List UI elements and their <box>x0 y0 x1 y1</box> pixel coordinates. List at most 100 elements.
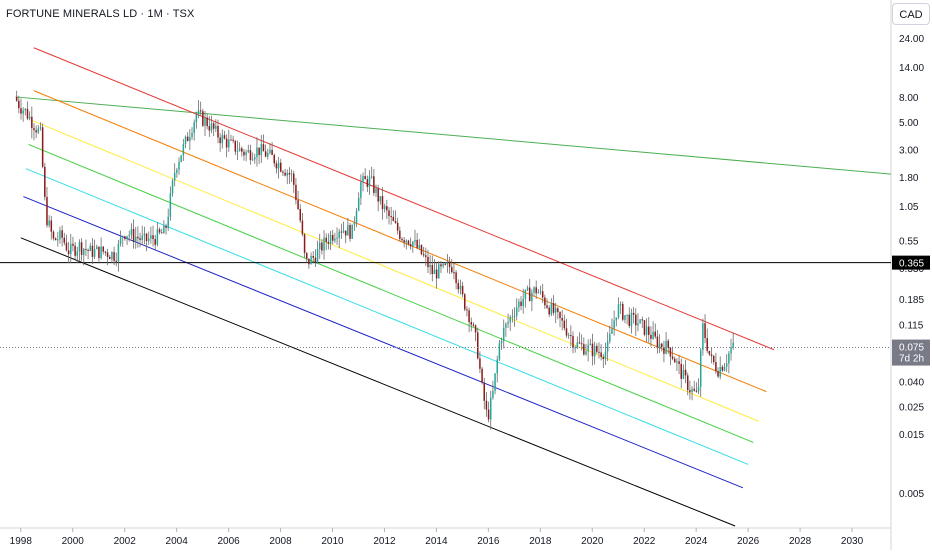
candle-body[interactable] <box>113 252 115 261</box>
candle-body[interactable] <box>63 237 66 243</box>
candle-body[interactable] <box>334 238 336 241</box>
candle-body[interactable] <box>31 116 33 129</box>
candle-body[interactable] <box>676 361 678 363</box>
candle-body[interactable] <box>409 244 412 247</box>
candle-body[interactable] <box>686 375 689 391</box>
candle-body[interactable] <box>102 246 105 252</box>
candle-body[interactable] <box>353 222 356 225</box>
candle-body[interactable] <box>15 96 18 101</box>
candle-body[interactable] <box>725 363 728 367</box>
candle-body[interactable] <box>557 308 559 312</box>
candle-body[interactable] <box>145 233 148 241</box>
candle-body[interactable] <box>416 239 418 248</box>
candle-body[interactable] <box>650 334 652 339</box>
candle-body[interactable] <box>481 368 483 383</box>
candle-body[interactable] <box>325 237 327 242</box>
candle-body[interactable] <box>561 317 563 321</box>
candle-body[interactable] <box>156 229 159 245</box>
candle-body[interactable] <box>412 241 414 247</box>
candle-body[interactable] <box>632 312 635 315</box>
candle-body[interactable] <box>489 397 492 420</box>
candle-body[interactable] <box>386 206 388 211</box>
candle-body[interactable] <box>355 210 358 223</box>
candle-body[interactable] <box>234 140 237 152</box>
candle-body[interactable] <box>260 144 263 156</box>
candle-body[interactable] <box>405 240 408 243</box>
candle-body[interactable] <box>264 151 267 157</box>
candle-body[interactable] <box>531 292 533 302</box>
candle-body[interactable] <box>695 390 698 392</box>
candle-body[interactable] <box>680 363 682 379</box>
candle-body[interactable] <box>602 356 605 360</box>
candle-body[interactable] <box>617 304 620 318</box>
candle-body[interactable] <box>392 216 395 222</box>
candle-body[interactable] <box>132 229 135 242</box>
candle-body[interactable] <box>351 224 353 239</box>
candle-body[interactable] <box>316 249 319 263</box>
candle-body[interactable] <box>479 358 481 369</box>
candle-body[interactable] <box>119 237 122 244</box>
candle-body[interactable] <box>539 291 542 293</box>
candle-body[interactable] <box>483 382 486 401</box>
candle-body[interactable] <box>171 180 174 194</box>
candle-body[interactable] <box>656 336 659 349</box>
candle-body[interactable] <box>193 122 195 134</box>
candle-body[interactable] <box>715 362 717 372</box>
candle-body[interactable] <box>65 242 68 251</box>
candle-body[interactable] <box>682 369 685 379</box>
candle-body[interactable] <box>548 307 550 315</box>
candle-body[interactable] <box>461 285 464 295</box>
candle-body[interactable] <box>364 176 366 180</box>
candle-body[interactable] <box>292 173 295 185</box>
candle-body[interactable] <box>524 289 527 299</box>
candle-body[interactable] <box>435 269 438 279</box>
candle-body[interactable] <box>487 409 490 420</box>
candle-body[interactable] <box>368 176 371 187</box>
candle-body[interactable] <box>165 225 167 228</box>
candle-body[interactable] <box>407 240 410 245</box>
candle-body[interactable] <box>606 341 609 352</box>
candle-body[interactable] <box>438 264 440 279</box>
candle-body[interactable] <box>314 257 317 263</box>
candle-body[interactable] <box>20 108 22 114</box>
candle-body[interactable] <box>730 347 732 354</box>
candle-body[interactable] <box>117 243 120 262</box>
candle-body[interactable] <box>33 128 35 131</box>
candle-body[interactable] <box>130 229 133 235</box>
candle-body[interactable] <box>591 343 594 357</box>
candle-body[interactable] <box>652 331 654 339</box>
candle-body[interactable] <box>284 172 286 176</box>
candle-body[interactable] <box>496 359 498 374</box>
candle-body[interactable] <box>609 333 611 342</box>
candle-body[interactable] <box>691 388 693 393</box>
candle-body[interactable] <box>210 123 213 131</box>
candle-body[interactable] <box>624 315 626 320</box>
candle-body[interactable] <box>247 150 250 153</box>
candle-body[interactable] <box>710 354 713 356</box>
candle-body[interactable] <box>230 139 232 141</box>
candle-body[interactable] <box>611 328 613 334</box>
candle-body[interactable] <box>26 108 29 119</box>
candle-body[interactable] <box>254 157 256 160</box>
candle-body[interactable] <box>258 147 260 156</box>
candle-body[interactable] <box>598 351 600 353</box>
candle-body[interactable] <box>342 230 345 233</box>
candle-body[interactable] <box>418 245 421 248</box>
candle-body[interactable] <box>370 176 373 178</box>
candle-body[interactable] <box>559 311 561 318</box>
candle-body[interactable] <box>375 188 377 193</box>
candle-body[interactable] <box>570 335 572 337</box>
candle-body[interactable] <box>154 239 156 245</box>
candle-body[interactable] <box>152 235 154 240</box>
candle-body[interactable] <box>28 116 31 119</box>
candle-body[interactable] <box>318 242 321 250</box>
candle-body[interactable] <box>199 110 202 112</box>
candle-body[interactable] <box>373 176 375 193</box>
candle-body[interactable] <box>706 338 708 351</box>
candle-body[interactable] <box>160 232 163 234</box>
candle-body[interactable] <box>212 123 215 129</box>
candle-body[interactable] <box>464 294 466 310</box>
candle-body[interactable] <box>290 173 293 175</box>
candle-body[interactable] <box>673 358 676 363</box>
